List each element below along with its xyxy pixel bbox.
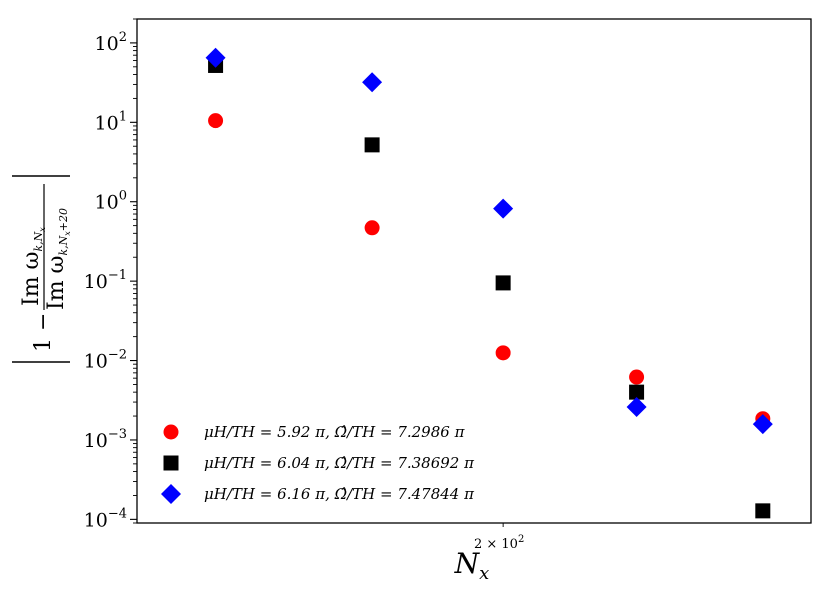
data-point-square [364,137,380,153]
x-tick-label: 2 × 102 [474,534,524,552]
y-tick-label: 10−2 [84,348,127,373]
data-points [205,47,773,519]
legend-entry: μH/TH = 5.92 π, Ω̂/TH = 7.2986 π [163,423,466,441]
legend-marker-square [163,455,179,471]
data-point-square [495,275,511,291]
data-point-diamond [362,72,383,93]
y-tick-label: 10−1 [84,268,127,293]
series-2 [208,57,771,519]
data-point-square [629,384,645,400]
legend-entry: μH/TH = 6.04 π, Ω̂/TH = 7.38692 π [163,454,475,472]
legend-label: μH/TH = 6.16 π, Ω̂/TH = 7.47844 π [204,485,475,503]
y-tick-label: 101 [95,109,127,134]
svg-text:Im ωk,Nx+20: Im ωk,Nx+20 [44,208,72,310]
legend-label: μH/TH = 5.92 π, Ω̂/TH = 7.2986 π [204,423,466,441]
data-point-circle [495,345,511,361]
y-tick-label: 10−4 [84,506,127,531]
legend-marker-circle [163,424,179,440]
svg-text:1 −: 1 − [31,313,56,352]
y-tick-label: 100 [95,189,127,214]
legend-entry: μH/TH = 6.16 π, Ω̂/TH = 7.47844 π [161,484,475,504]
plot-area [136,18,812,524]
y-axis: 10−4 10−3 10−2 10−1 100 101 102 [84,18,137,531]
data-point-circle [208,113,224,129]
data-point-diamond [752,414,773,435]
data-point-circle [629,369,645,385]
x-axis-title: Nx [454,547,490,584]
data-point-diamond [626,397,647,418]
y-tick-label: 10−3 [84,427,127,452]
y-tick-label: 102 [95,30,127,55]
data-point-diamond [493,198,514,219]
x-axis: 2 × 102 [474,523,524,552]
svg-text:Im ωk,Nx: Im ωk,Nx [19,227,47,306]
data-point-circle [364,220,380,236]
y-axis-title: 1 − Im ωk,Nx Im ωk,Nx+20 [12,175,72,363]
legend-marker-diamond [161,484,181,504]
series-3 [205,47,773,435]
legend-label: μH/TH = 6.04 π, Ω̂/TH = 7.38692 π [204,454,475,472]
legend: μH/TH = 5.92 π, Ω̂/TH = 7.2986 π μH/TH = … [161,423,475,504]
data-point-diamond [205,47,226,68]
data-point-square [755,503,771,519]
